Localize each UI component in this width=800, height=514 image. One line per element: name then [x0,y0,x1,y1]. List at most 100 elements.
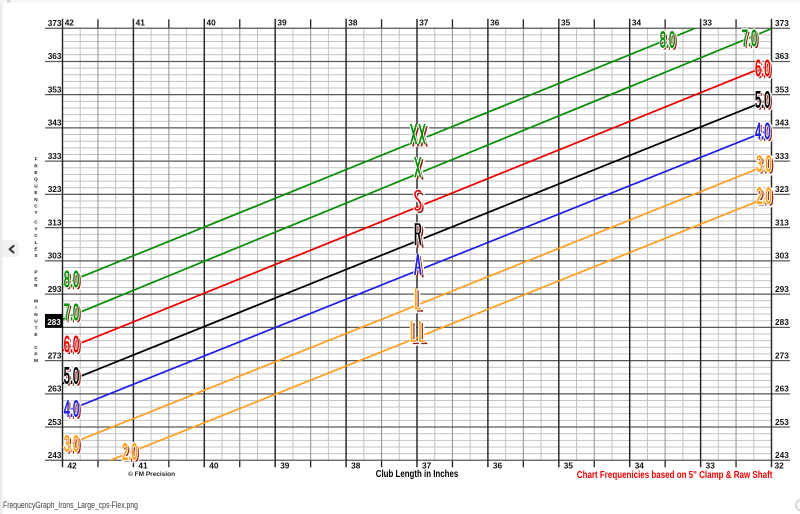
svg-text:8.0: 8.0 [64,266,80,292]
svg-text:39: 39 [277,18,286,28]
svg-text:5.0: 5.0 [755,87,771,113]
svg-text:8.0: 8.0 [66,268,82,294]
svg-text:40: 40 [209,460,218,470]
svg-text:C: C [34,233,38,238]
svg-text:3.0: 3.0 [758,153,774,179]
svg-text:C: C [34,345,38,350]
svg-text:© FM Precision: © FM Precision [128,471,175,478]
svg-text:253: 253 [775,417,789,427]
svg-text:7.0: 7.0 [744,27,760,53]
svg-text:R: R [34,283,38,288]
svg-text:U: U [34,319,38,324]
svg-text:2.0: 2.0 [758,185,774,211]
svg-text:4.0: 4.0 [755,118,771,144]
svg-text:32: 32 [775,460,784,470]
svg-text:6.0: 6.0 [755,55,771,81]
svg-text:323: 323 [775,184,789,194]
svg-text:4.0: 4.0 [66,397,82,423]
svg-text:4.0: 4.0 [757,120,773,146]
svg-text:273: 273 [775,350,789,360]
svg-text:323: 323 [48,184,62,194]
svg-text:36: 36 [490,18,499,28]
svg-text:273: 273 [48,350,62,360]
svg-text:2.0: 2.0 [756,183,772,209]
svg-text:6.0: 6.0 [66,333,82,359]
svg-text:253: 253 [48,417,62,427]
svg-text:263: 263 [48,384,62,394]
svg-text:6.0: 6.0 [64,331,80,357]
svg-text:37: 37 [419,18,428,28]
svg-text:333: 333 [775,151,789,161]
svg-text:4.0: 4.0 [64,395,80,421]
svg-text:M: M [34,299,38,304]
svg-text:N: N [34,312,38,317]
svg-text:8.0: 8.0 [66,268,82,294]
svg-text:E: E [34,332,37,337]
svg-text:Y: Y [34,226,38,231]
svg-text:6.0: 6.0 [757,57,773,83]
svg-text:T: T [35,325,38,330]
svg-text:6.0: 6.0 [64,331,80,357]
svg-text:8.0: 8.0 [660,27,676,53]
svg-text:E: E [34,247,37,252]
svg-text:7.0: 7.0 [742,25,758,51]
svg-text:U: U [34,183,38,188]
svg-text:C: C [34,204,38,209]
svg-text:7.0: 7.0 [744,27,760,53]
svg-text:FrequencyGraph_Irons_Large_cps: FrequencyGraph_Irons_Large_cps-Flex.png [3,500,138,510]
svg-text:7.0: 7.0 [66,301,82,327]
svg-text:313: 313 [48,217,62,227]
svg-text:3.0: 3.0 [756,151,772,177]
svg-text:I: I [35,305,36,310]
svg-text:36: 36 [493,460,502,470]
svg-text:2.0: 2.0 [756,183,772,209]
svg-text:8.0: 8.0 [660,27,676,53]
svg-text:6.0: 6.0 [755,55,771,81]
svg-text:293: 293 [48,284,62,294]
svg-text:303: 303 [48,251,62,261]
svg-text:283: 283 [775,317,789,327]
svg-text:3.0: 3.0 [64,431,80,457]
svg-text:P: P [34,352,37,357]
svg-text:37: 37 [422,460,431,470]
svg-text:333: 333 [48,151,62,161]
svg-text:L: L [35,240,38,245]
svg-text:F: F [35,157,38,162]
svg-text:313: 313 [775,217,789,227]
svg-text:5.0: 5.0 [66,365,82,391]
svg-text:4.0: 4.0 [757,120,773,146]
svg-text:R: R [34,163,38,168]
svg-text:4.0: 4.0 [66,397,82,423]
svg-text:5.0: 5.0 [66,365,82,391]
svg-text:243: 243 [48,450,62,460]
svg-text:8.0: 8.0 [662,29,678,55]
svg-text:363: 363 [48,51,62,61]
svg-text:343: 343 [48,118,62,128]
svg-text:S: S [34,253,37,258]
svg-text:35: 35 [561,18,570,28]
svg-text:33: 33 [703,18,712,28]
svg-text:8.0: 8.0 [662,29,678,55]
svg-text:283: 283 [47,317,61,327]
svg-text:E: E [34,170,37,175]
svg-text:P: P [34,270,37,275]
svg-text:Q: Q [34,177,38,182]
svg-text:3.0: 3.0 [66,433,82,459]
svg-text:343: 343 [775,118,789,128]
svg-text:353: 353 [48,84,62,94]
svg-text:3.0: 3.0 [66,433,82,459]
svg-text:7.0: 7.0 [64,299,80,325]
svg-text:41: 41 [136,18,145,28]
svg-text:7.0: 7.0 [742,25,758,51]
svg-text:Chart Frequenicies based on 5": Chart Frequenicies based on 5" Clamp & R… [577,470,773,481]
svg-text:2.0: 2.0 [124,440,140,466]
svg-text:2.0: 2.0 [122,438,138,464]
svg-text:42: 42 [68,460,77,470]
svg-text:42: 42 [65,18,74,28]
svg-text:5.0: 5.0 [757,89,773,115]
svg-text:E: E [34,276,37,281]
svg-text:38: 38 [348,18,357,28]
svg-text:8.0: 8.0 [64,266,80,292]
svg-text:38: 38 [351,460,360,470]
svg-text:41: 41 [138,460,147,470]
